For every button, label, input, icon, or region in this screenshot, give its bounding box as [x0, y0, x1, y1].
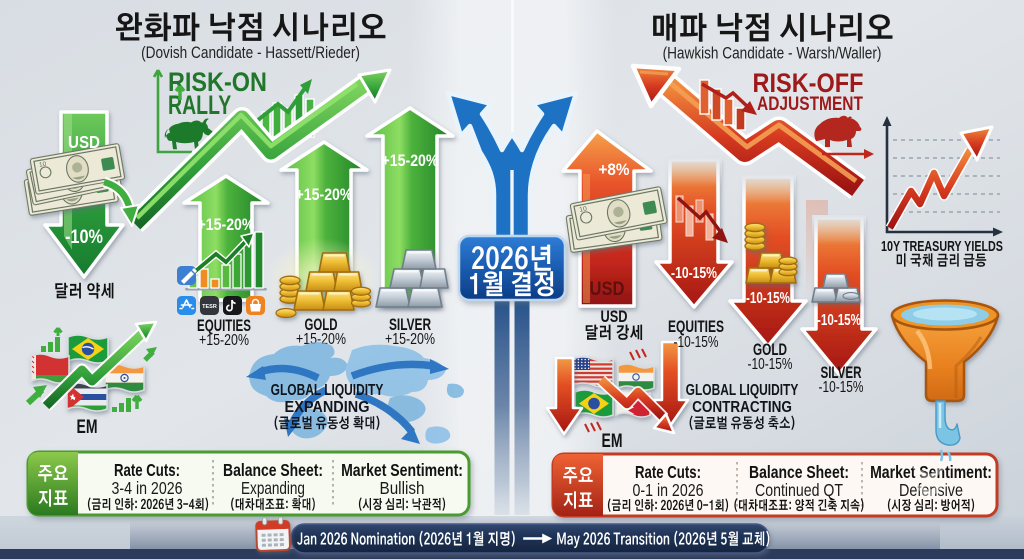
svg-text:10: 10 — [579, 206, 588, 214]
svg-text:-10-15%: -10-15% — [746, 289, 790, 306]
svg-text:-10-15%: -10-15% — [674, 332, 719, 350]
svg-text:Continued QT: Continued QT — [755, 480, 843, 500]
svg-text:Defensive: Defensive — [899, 481, 963, 501]
svg-text:USD: USD — [68, 132, 100, 153]
svg-text:+15-20%: +15-20% — [296, 330, 346, 348]
svg-text:Rate Cuts:: Rate Cuts: — [114, 461, 180, 480]
svg-text:TESR: TESR — [202, 304, 217, 310]
svg-text:Balance Sheet:: Balance Sheet: — [749, 462, 849, 482]
svg-text:+15-20%: +15-20% — [198, 216, 255, 234]
svg-text:USD: USD — [590, 278, 625, 299]
svg-text:SILVER: SILVER — [820, 364, 862, 382]
svg-text:Bullish: Bullish — [380, 478, 425, 498]
svg-text:+15-20%: +15-20% — [385, 330, 435, 348]
svg-text:Balance Sheet:: Balance Sheet: — [223, 460, 323, 480]
svg-text:Rate Cuts:: Rate Cuts: — [635, 463, 701, 482]
svg-text:GOLD: GOLD — [753, 341, 787, 359]
svg-text:(Dovish Candidate - Hassett/Ri: (Dovish Candidate - Hassett/Rieder) — [141, 44, 360, 63]
svg-text:EQUITIES: EQUITIES — [197, 317, 251, 336]
svg-text:USD: USD — [601, 309, 628, 327]
svg-text:EM: EM — [602, 430, 623, 452]
svg-text:-10-15%: -10-15% — [819, 377, 864, 395]
svg-text:0-1 in 2026: 0-1 in 2026 — [633, 480, 704, 500]
svg-text:-10-15%: -10-15% — [817, 311, 861, 328]
svg-text:Market Sentiment:: Market Sentiment: — [870, 462, 992, 482]
svg-text:10: 10 — [39, 161, 48, 169]
svg-text:CONTRACTING: CONTRACTING — [692, 399, 792, 416]
svg-text:RALLY: RALLY — [168, 90, 231, 120]
svg-text:+8%: +8% — [598, 160, 629, 179]
svg-text:RISK-ON: RISK-ON — [168, 68, 267, 98]
svg-text:(Hawkish Candidate - Warsh/Wal: (Hawkish Candidate - Warsh/Waller) — [663, 44, 882, 63]
svg-text:EXPANDING: EXPANDING — [285, 398, 370, 416]
svg-text:+15-20%: +15-20% — [296, 186, 353, 204]
svg-text:-10-15%: -10-15% — [748, 354, 793, 372]
svg-text:Expanding: Expanding — [241, 479, 305, 498]
svg-text:+15-20%: +15-20% — [199, 331, 249, 349]
svg-text:-10%: -10% — [65, 226, 103, 247]
svg-text:ADJUSTMENT: ADJUSTMENT — [757, 92, 863, 114]
svg-text:+15-20%: +15-20% — [382, 152, 439, 170]
svg-text:Market Sentiment:: Market Sentiment: — [341, 460, 463, 480]
svg-text:EQUITIES: EQUITIES — [668, 318, 724, 336]
svg-text:-10-15%: -10-15% — [671, 264, 718, 282]
svg-text:GLOBAL LIQUIDITY: GLOBAL LIQUIDITY — [271, 380, 384, 398]
svg-text:RISK-OFF: RISK-OFF — [753, 69, 864, 99]
svg-text:EM: EM — [77, 416, 98, 438]
svg-text:SILVER: SILVER — [389, 316, 432, 334]
svg-text:GLOBAL LIQUIDITY: GLOBAL LIQUIDITY — [686, 380, 799, 398]
svg-text:10Y TREASURY YIELDS: 10Y TREASURY YIELDS — [881, 237, 1003, 254]
svg-text:3-4 in 2026: 3-4 in 2026 — [112, 478, 183, 498]
